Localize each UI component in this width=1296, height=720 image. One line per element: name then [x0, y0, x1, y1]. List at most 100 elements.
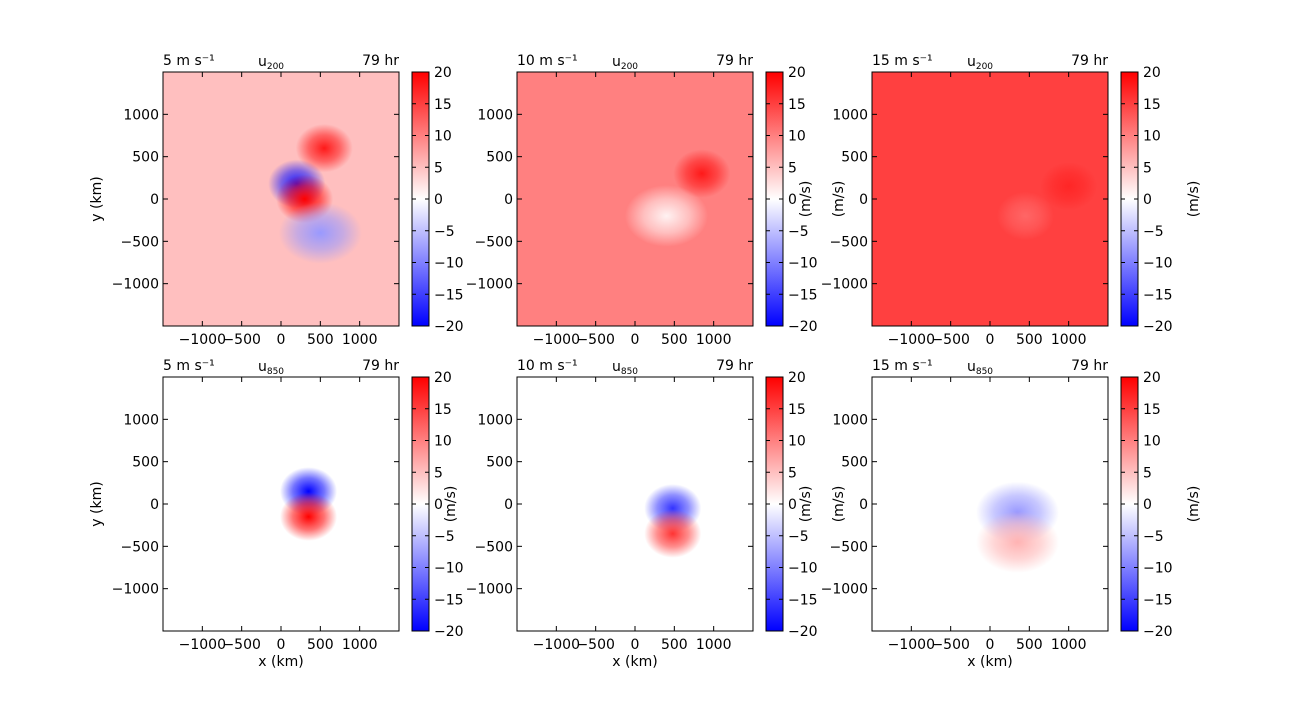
- colorbar-tick-label: −20: [788, 624, 818, 640]
- colorbar-tick-label: 5: [434, 465, 443, 481]
- y-tick-label: −1000: [466, 582, 513, 598]
- colorbar-4: 20 15 10 5 0 −5 −10 −15 −20: [411, 370, 464, 640]
- colorbar-1: 20 15 10 5 0 −5 −10 −15 −20: [411, 65, 464, 335]
- x-axis-label: x (km): [612, 654, 657, 670]
- panel-time-label: 79 hr: [362, 358, 399, 374]
- y-tick-label: −500: [121, 234, 159, 250]
- x-tick-label: 500: [1016, 637, 1043, 653]
- x-tick-label: −500: [931, 332, 969, 348]
- x-tick-label: 0: [986, 332, 995, 348]
- x-tick-label: 1000: [1051, 332, 1087, 348]
- colorbar-tick-label: −15: [434, 592, 464, 608]
- colorbar-tick-label: 5: [1143, 160, 1152, 176]
- colorbar-tick-label: −20: [788, 319, 818, 335]
- colorbar-tick-label: −10: [1143, 561, 1173, 577]
- y-tick-label: −1000: [821, 582, 868, 598]
- field-feature: [279, 492, 338, 541]
- x-tick-label: 1000: [1051, 637, 1087, 653]
- x-tick-label: 0: [986, 637, 995, 653]
- colorbar-tick-label: −5: [434, 224, 455, 240]
- field-feature: [624, 185, 709, 247]
- colorbar-tick-label: 5: [788, 465, 797, 481]
- colorbar-tick-label: −15: [434, 287, 464, 303]
- colorbar-tick-label: 20: [1143, 65, 1161, 81]
- colorbar-tick-label: −10: [1143, 256, 1173, 272]
- colorbar-tick-label: −20: [434, 624, 464, 640]
- y-tick-label: 0: [150, 192, 159, 208]
- panel-speed-label: 10 m s⁻¹: [517, 358, 578, 374]
- x-tick-label: 0: [631, 332, 640, 348]
- x-axis-label: x (km): [967, 654, 1012, 670]
- colorbar-tick-label: −5: [1143, 224, 1164, 240]
- y-axis-label: (m/s): [443, 486, 459, 523]
- colorbar-tick-label: 20: [1143, 370, 1161, 386]
- field-feature: [996, 191, 1054, 241]
- colorbar-tick-label: −5: [788, 224, 809, 240]
- y-tick-label: 500: [132, 150, 159, 166]
- field-1: [163, 72, 399, 326]
- panel-speed-label: 15 m s⁻¹: [872, 53, 933, 69]
- x-tick-label: 1000: [696, 637, 732, 653]
- colorbar-tick-label: 0: [434, 497, 443, 513]
- y-tick-label: 1000: [832, 412, 868, 428]
- field-feature: [1040, 162, 1098, 211]
- y-tick-label: 0: [859, 192, 868, 208]
- panel-field-label: u200: [612, 54, 638, 72]
- panel-speed-label: 15 m s⁻¹: [872, 358, 933, 374]
- colorbar-tick-label: 15: [1143, 97, 1161, 113]
- panel-speed-label: 5 m s⁻¹: [163, 358, 215, 374]
- x-tick-label: 500: [661, 332, 688, 348]
- y-axis-label: (m/s): [798, 486, 814, 523]
- field-3: [872, 72, 1108, 326]
- x-tick-label: −500: [576, 637, 614, 653]
- field-4: [163, 377, 399, 631]
- colorbar-tick-label: −10: [788, 561, 818, 577]
- colorbar-tick-label: 5: [788, 160, 797, 176]
- colorbar-tick-label: −15: [1143, 287, 1173, 303]
- x-tick-label: −1000: [888, 332, 935, 348]
- colorbar-label: (m/s): [831, 181, 847, 218]
- y-tick-label: 500: [486, 455, 513, 471]
- colorbar-tick-label: 15: [434, 402, 452, 418]
- colorbar-6: 20 15 10 5 0 −5 −10 −15 −20 (m/s): [1120, 370, 1202, 640]
- colorbar-tick-label: 10: [1143, 129, 1161, 145]
- field-6: [872, 377, 1108, 631]
- colorbar-tick-label: −10: [434, 256, 464, 272]
- field-feature: [644, 509, 702, 558]
- panel-time-label: 79 hr: [716, 358, 753, 374]
- field-5: [517, 377, 753, 631]
- x-tick-label: 500: [661, 637, 688, 653]
- panel-time-label: 79 hr: [716, 53, 753, 69]
- colorbar-tick-label: 0: [434, 192, 443, 208]
- y-tick-label: −500: [121, 539, 159, 555]
- panel-field-label: u850: [612, 359, 638, 377]
- colorbar-tick-label: 15: [788, 402, 806, 418]
- colorbar-tick-label: 0: [1143, 497, 1152, 513]
- x-tick-label: −500: [576, 332, 614, 348]
- y-tick-label: 1000: [832, 107, 868, 123]
- x-tick-label: 500: [307, 637, 334, 653]
- panel-speed-label: 10 m s⁻¹: [517, 53, 578, 69]
- field-feature: [673, 149, 731, 198]
- y-tick-label: 1000: [123, 412, 159, 428]
- colorbar-5: 20 15 10 5 0 −5 −10 −15 −20 (m/s): [765, 370, 847, 640]
- colorbar-tick-label: −10: [788, 256, 818, 272]
- x-tick-label: −500: [222, 332, 260, 348]
- y-tick-label: −500: [830, 539, 868, 555]
- colorbar-3: 20 15 10 5 0 −5 −10 −15 −20 (m/s): [1120, 65, 1202, 335]
- colorbar-tick-label: −20: [1143, 319, 1173, 335]
- panel-time-label: 79 hr: [362, 53, 399, 69]
- y-tick-label: 500: [132, 455, 159, 471]
- panel-field-label: u850: [967, 359, 993, 377]
- y-tick-label: 1000: [123, 107, 159, 123]
- x-tick-label: 0: [277, 332, 286, 348]
- x-tick-label: −1000: [888, 637, 935, 653]
- colorbar-label: (m/s): [831, 486, 847, 523]
- colorbar-tick-label: −5: [434, 529, 455, 545]
- y-tick-label: 1000: [477, 107, 513, 123]
- y-tick-label: −500: [475, 234, 513, 250]
- y-tick-label: 500: [841, 150, 868, 166]
- x-tick-label: 500: [307, 332, 334, 348]
- x-tick-label: −1000: [179, 332, 226, 348]
